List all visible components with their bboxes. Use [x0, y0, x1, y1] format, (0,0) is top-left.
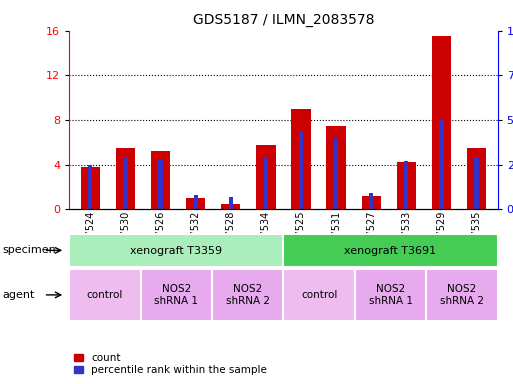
- Bar: [151, 151, 170, 209]
- Text: NOS2
shRNA 1: NOS2 shRNA 1: [368, 284, 412, 306]
- Bar: [426, 269, 498, 321]
- Bar: [283, 234, 498, 267]
- Bar: [212, 269, 283, 321]
- Bar: [221, 204, 241, 209]
- Bar: [404, 161, 408, 209]
- Bar: [439, 120, 444, 209]
- Bar: [355, 269, 426, 321]
- Bar: [397, 162, 416, 209]
- Bar: [69, 269, 141, 321]
- Bar: [334, 138, 338, 209]
- Bar: [369, 193, 373, 209]
- Bar: [116, 148, 135, 209]
- Text: control: control: [87, 290, 123, 300]
- Text: specimen: specimen: [3, 245, 56, 255]
- Text: NOS2
shRNA 2: NOS2 shRNA 2: [226, 284, 270, 306]
- Bar: [159, 159, 163, 209]
- Bar: [193, 195, 198, 209]
- Legend: count, percentile rank within the sample: count, percentile rank within the sample: [74, 353, 267, 375]
- Bar: [88, 165, 92, 209]
- Bar: [141, 269, 212, 321]
- Title: GDS5187 / ILMN_2083578: GDS5187 / ILMN_2083578: [193, 13, 374, 27]
- Text: NOS2
shRNA 2: NOS2 shRNA 2: [440, 284, 484, 306]
- Bar: [81, 167, 100, 209]
- Bar: [432, 36, 451, 209]
- Bar: [186, 198, 205, 209]
- Bar: [69, 234, 283, 267]
- Bar: [123, 157, 128, 209]
- Bar: [283, 269, 355, 321]
- Bar: [291, 109, 311, 209]
- Bar: [475, 157, 479, 209]
- Bar: [264, 157, 268, 209]
- Text: xenograft T3691: xenograft T3691: [344, 245, 437, 256]
- Text: agent: agent: [3, 290, 35, 300]
- Bar: [299, 131, 303, 209]
- Bar: [256, 144, 275, 209]
- Text: xenograft T3359: xenograft T3359: [130, 245, 223, 256]
- Text: control: control: [301, 290, 338, 300]
- Bar: [467, 148, 486, 209]
- Bar: [229, 197, 233, 209]
- Bar: [362, 196, 381, 209]
- Bar: [326, 126, 346, 209]
- Text: NOS2
shRNA 1: NOS2 shRNA 1: [154, 284, 199, 306]
